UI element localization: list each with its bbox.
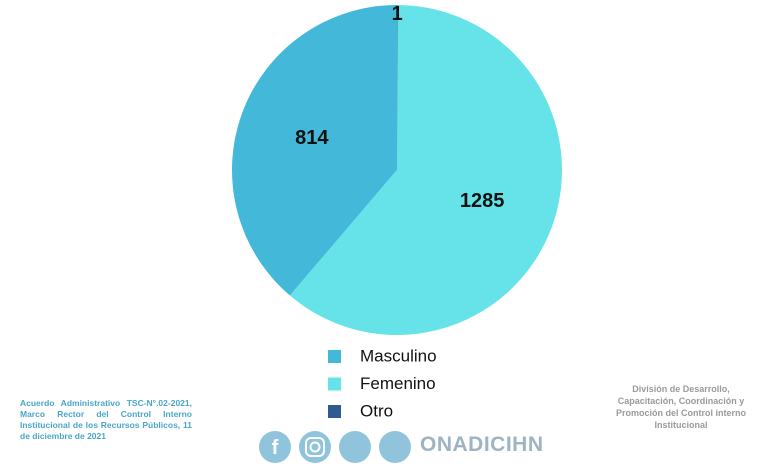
page: f 814 1285 1 Masculino Femenino Otro Acuerdo … xyxy=(0,0,759,467)
legend-label: Masculino xyxy=(360,346,437,365)
legend-label: Femenino xyxy=(360,374,436,393)
legend-swatch xyxy=(328,350,341,363)
slice-label: 1 xyxy=(392,3,403,25)
legend-swatch xyxy=(328,378,341,391)
slice-label: 1285 xyxy=(460,190,505,212)
social-icons: f xyxy=(259,431,411,463)
svg-text:f: f xyxy=(272,437,279,459)
brand: ONADICIHN xyxy=(420,433,544,457)
slice-label: 814 xyxy=(295,127,329,149)
footnote: Acuerdo Administrativo TSC-N°.02-2021, M… xyxy=(20,398,192,442)
legend-label: Otro xyxy=(360,401,393,420)
division-note: División de Desarrollo, Capacitación, Co… xyxy=(606,383,756,431)
legend-swatch xyxy=(328,405,341,418)
